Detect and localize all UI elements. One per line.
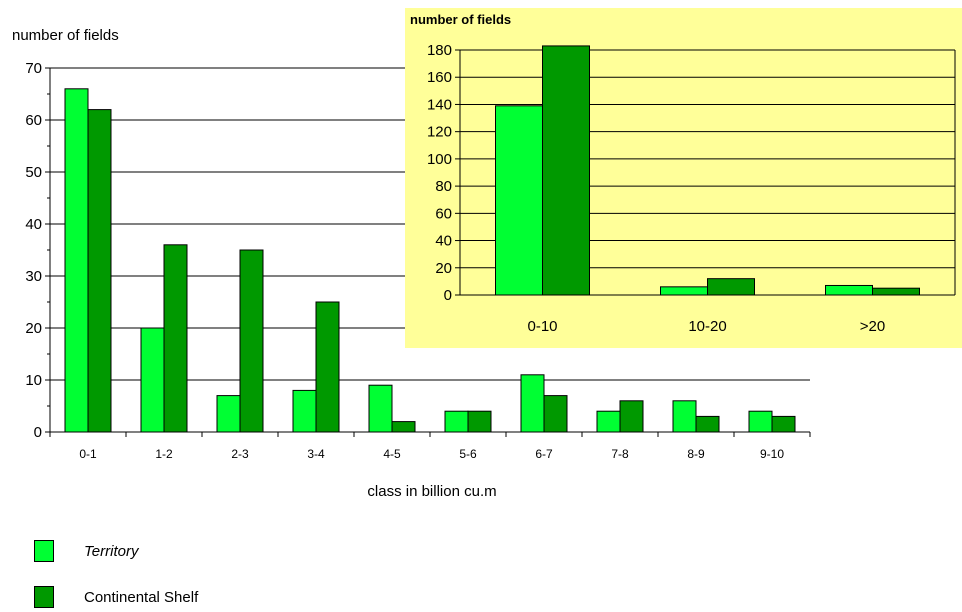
main-bar-territory: [520, 374, 545, 433]
main-bar-territory: [64, 88, 89, 433]
main-bar-territory: [596, 410, 621, 433]
main-x-tick-label: 2-3: [231, 447, 249, 461]
inset-y-tick-label: 120: [427, 124, 452, 141]
main-bar-continental-shelf: [239, 249, 264, 433]
inset-bar-territory: [660, 286, 708, 296]
inset-y-tick-label: 140: [427, 96, 452, 113]
main-y-tick-label: 40: [25, 216, 42, 233]
main-x-tick-label: 5-6: [459, 447, 477, 461]
inset-x-tick-label: 10-20: [688, 318, 726, 335]
inset-y-tick-label: 80: [435, 178, 452, 195]
legend-label-territory: Territory: [84, 543, 139, 560]
inset-axes: [455, 49, 956, 296]
inset-y-tick-label: 60: [435, 205, 452, 222]
main-bar-continental-shelf: [163, 244, 188, 433]
main-x-axis-label: class in billion cu.m: [367, 483, 496, 500]
main-x-tick-labels: 0-1 1-2 2-3 3-4 4-5 5-6 6-7 7-8 8-9 9-10: [79, 447, 784, 461]
main-bar-continental-shelf: [87, 109, 112, 433]
main-x-tick-label: 0-1: [79, 447, 97, 461]
inset-bar-territory: [825, 284, 873, 296]
inset-y-tick-label: 20: [435, 260, 452, 277]
main-bar-territory: [368, 384, 393, 433]
main-x-tick-label: 3-4: [307, 447, 325, 461]
main-y-tick-label: 20: [25, 320, 42, 337]
main-bar-territory: [672, 400, 697, 433]
inset-x-tick-label: >20: [860, 318, 885, 335]
inset-bar-continental-shelf: [872, 287, 920, 296]
main-y-tick-label: 0: [34, 424, 42, 441]
inset-chart: number of fields 0 20 40 60 80 100 120 140 160 18…: [405, 8, 962, 348]
main-bar-continental-shelf: [391, 421, 416, 433]
main-bar-continental-shelf: [543, 395, 568, 433]
inset-title: number of fields: [410, 12, 511, 27]
main-bar-continental-shelf: [315, 301, 340, 433]
main-bar-territory: [444, 410, 469, 433]
main-bars: [64, 88, 796, 433]
main-x-tick-label: 4-5: [383, 447, 401, 461]
main-bar-territory: [748, 410, 773, 433]
main-y-tick-label: 60: [25, 112, 42, 129]
main-y-tick-label: 50: [25, 164, 42, 181]
inset-y-tick-label: 0: [444, 287, 452, 304]
main-bar-territory: [140, 327, 165, 433]
legend-item-territory: Territory: [34, 540, 334, 566]
legend-label-continental-shelf: Continental Shelf: [84, 589, 199, 606]
inset-bars: [495, 45, 920, 296]
main-y-tick-label: 70: [25, 60, 42, 77]
main-x-tick-label: 6-7: [535, 447, 553, 461]
inset-y-tick-label: 180: [427, 42, 452, 59]
main-y-axis-label: number of fields: [12, 27, 119, 44]
main-x-tick-label: 1-2: [155, 447, 173, 461]
main-bar-continental-shelf: [771, 415, 796, 433]
main-x-tick-label: 9-10: [760, 447, 784, 461]
inset-x-tick-labels: 0-10 10-20 >20: [527, 318, 885, 335]
inset-background: [405, 8, 962, 348]
inset-bar-territory: [495, 105, 543, 296]
inset-y-tick-label: 160: [427, 69, 452, 86]
inset-y-tick-label: 100: [427, 151, 452, 168]
main-y-tick-label: 10: [25, 372, 42, 389]
main-x-tick-label: 8-9: [687, 447, 705, 461]
main-bar-territory: [216, 395, 241, 433]
inset-y-tick-labels: 0 20 40 60 80 100 120 140 160 180: [427, 42, 452, 304]
main-bar-continental-shelf: [467, 410, 492, 433]
main-bar-continental-shelf: [619, 400, 644, 433]
inset-y-tick-label: 40: [435, 233, 452, 250]
legend-item-continental-shelf: Continental Shelf: [34, 586, 334, 612]
legend-swatch-continental-shelf: [34, 586, 54, 608]
main-x-tick-label: 7-8: [611, 447, 629, 461]
main-bar-continental-shelf: [695, 415, 720, 433]
inset-bar-continental-shelf: [542, 45, 590, 296]
inset-x-tick-label: 0-10: [527, 318, 557, 335]
main-y-tick-label: 30: [25, 268, 42, 285]
main-y-tick-labels: 0 10 20 30 40 50 60 70: [25, 60, 42, 441]
inset-bar-continental-shelf: [707, 278, 755, 296]
main-bar-territory: [292, 389, 317, 433]
main-axes: [45, 67, 811, 437]
legend-swatch-territory: [34, 540, 54, 562]
